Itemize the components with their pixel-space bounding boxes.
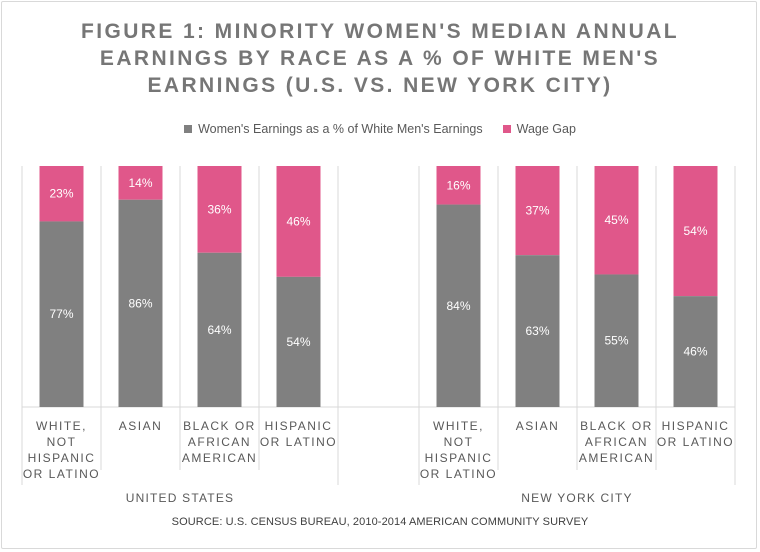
data-label-earnings: 86% [128, 296, 152, 310]
bar-segment-wage-gap [673, 166, 718, 297]
data-label-wage-gap: 23% [49, 187, 73, 201]
category-label: HISPANIC [265, 419, 333, 433]
category-label: AMERICAN [579, 451, 654, 465]
bar-segment-earnings [436, 204, 481, 407]
data-label-wage-gap: 45% [604, 213, 628, 227]
bar-segment-wage-gap [197, 166, 242, 253]
category-label: BLACK OR [580, 419, 653, 433]
chart-title: FIGURE 1: MINORITY WOMEN'S MEDIAN ANNUAL… [60, 18, 700, 99]
bar-segment-wage-gap [436, 166, 481, 205]
bar-segment-earnings [515, 255, 560, 407]
data-label-earnings: 77% [49, 307, 73, 321]
data-label-earnings: 46% [683, 345, 707, 359]
legend-swatch-gap [502, 125, 511, 133]
legend-label-earnings: Women's Earnings as a % of White Men's E… [198, 122, 483, 136]
data-label-wage-gap: 37% [525, 204, 549, 218]
legend-swatch-earnings [184, 125, 193, 133]
data-label-wage-gap: 36% [207, 202, 231, 216]
data-label-wage-gap: 14% [128, 176, 152, 190]
category-label: WHITE, [433, 419, 484, 433]
category-label: NOT [444, 435, 474, 449]
data-label-earnings: 64% [207, 323, 231, 337]
data-label-earnings: 55% [604, 334, 628, 348]
data-label-wage-gap: 16% [446, 178, 470, 192]
data-label-earnings: 84% [446, 299, 470, 313]
category-label: OR LATINO [260, 435, 337, 449]
category-label: AFRICAN [188, 435, 251, 449]
category-label: ASIAN [516, 419, 560, 433]
category-label: HISPANIC [662, 419, 730, 433]
bar-segment-earnings [673, 296, 718, 407]
category-label: WHITE, [36, 419, 87, 433]
bar-segment-wage-gap [515, 166, 560, 256]
bar-segment-earnings [594, 274, 639, 407]
bar-segment-earnings [197, 252, 242, 407]
chart-title-line-2: EARNINGS BY RACE AS A % OF WHITE MEN'S [99, 47, 661, 70]
data-label-earnings: 63% [525, 324, 549, 338]
legend-label-gap: Wage Gap [516, 122, 576, 136]
category-label: OR LATINO [657, 435, 734, 449]
category-label: HISPANIC [425, 451, 493, 465]
source-note: SOURCE: U.S. CENSUS BUREAU, 2010-2014 AM… [171, 516, 589, 528]
bar-segment-wage-gap [118, 166, 163, 200]
chart-legend: Women's Earnings as a % of White Men's E… [0, 122, 760, 136]
bar-segment-wage-gap [594, 166, 639, 275]
legend-item-gap: Wage Gap [502, 122, 576, 136]
bar-segment-earnings [39, 221, 84, 407]
chart-title-line-3: EARNINGS (U.S. VS. NEW YORK CITY) [147, 74, 613, 97]
bar-segment-wage-gap [276, 166, 321, 277]
legend-item-earnings: Women's Earnings as a % of White Men's E… [184, 122, 483, 136]
category-label: OR LATINO [23, 467, 100, 481]
group-label: UNITED STATES [126, 491, 235, 505]
category-label: NOT [47, 435, 77, 449]
category-label: BLACK OR [183, 419, 256, 433]
category-label: ASIAN [119, 419, 163, 433]
bar-segment-earnings [276, 276, 321, 407]
data-label-earnings: 54% [286, 335, 310, 349]
category-label: AMERICAN [182, 451, 257, 465]
category-label: OR LATINO [420, 467, 497, 481]
bar-segment-earnings [118, 199, 163, 407]
data-label-wage-gap: 46% [286, 214, 310, 228]
group-label: NEW YORK CITY [521, 491, 632, 505]
category-label: HISPANIC [28, 451, 96, 465]
bar-segment-wage-gap [39, 166, 84, 222]
chart-title-line-1: FIGURE 1: MINORITY WOMEN'S MEDIAN ANNUAL [81, 20, 679, 43]
category-label: AFRICAN [585, 435, 648, 449]
data-label-wage-gap: 54% [683, 224, 707, 238]
